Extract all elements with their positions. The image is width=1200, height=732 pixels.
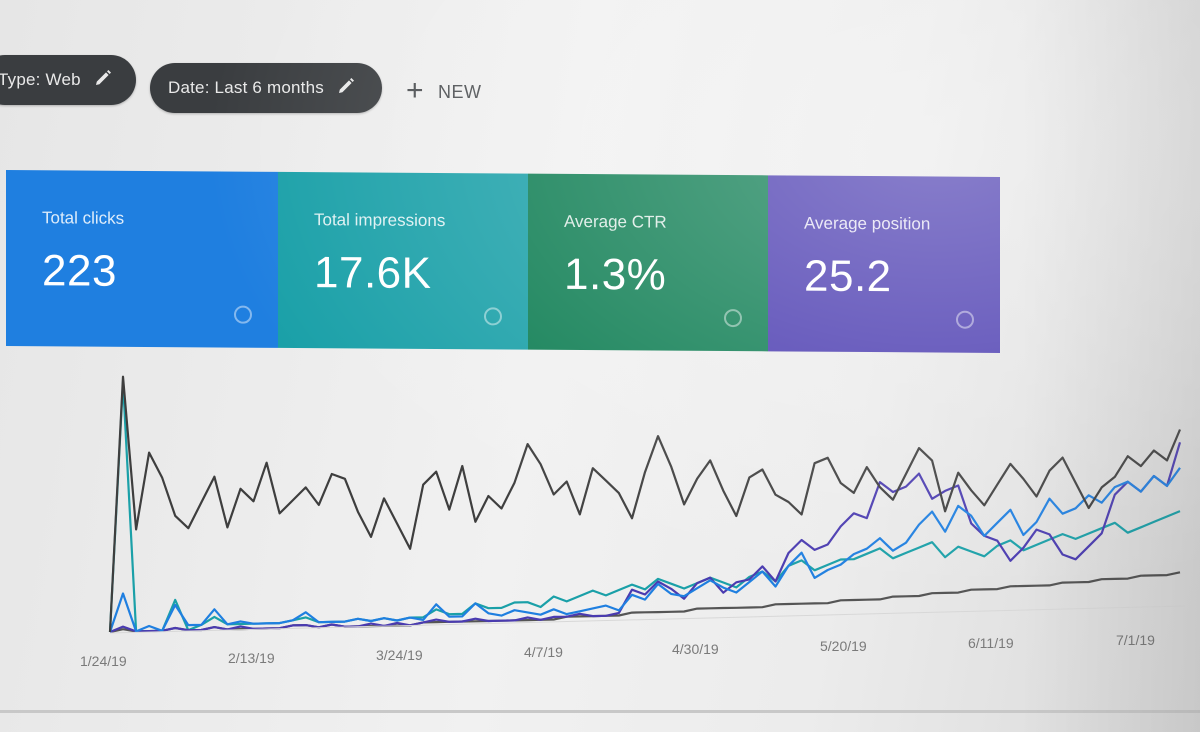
type-filter-label: Type: Web (0, 70, 81, 89)
x-tick-label: 6/11/19 (968, 635, 1014, 651)
edit-pencil-icon[interactable] (336, 76, 356, 101)
performance-line-chart[interactable]: 1/24/19 2/13/19 3/24/19 4/7/19 4/30/19 5/20/1… (0, 360, 1200, 680)
x-tick-label: 5/20/19 (820, 638, 867, 654)
help-icon[interactable] (724, 309, 742, 328)
x-tick-label: 3/24/19 (376, 647, 423, 663)
x-tick-labels: 1/24/19 2/13/19 3/24/19 4/7/19 4/30/19 5/20/1… (80, 632, 1155, 669)
x-tick-label: 4/7/19 (524, 644, 563, 660)
x-tick-label: 4/30/19 (672, 641, 719, 657)
series-line-0 (108, 375, 1182, 633)
new-filter-button[interactable]: + NEW (406, 74, 482, 110)
metric-card-total-clicks[interactable]: Total clicks 223 (6, 170, 278, 348)
help-icon[interactable] (956, 310, 974, 329)
date-filter-chip[interactable]: Date: Last 6 months (150, 63, 382, 113)
metric-value: 223 (42, 246, 117, 296)
metric-value: 1.3% (564, 249, 667, 300)
help-icon[interactable] (234, 305, 252, 324)
metric-label: Total clicks (42, 208, 125, 228)
metric-value: 17.6K (314, 248, 432, 298)
metric-label: Average position (804, 213, 931, 234)
type-filter-chip[interactable]: Type: Web (0, 55, 136, 105)
metric-card-average-ctr[interactable]: Average CTR 1.3% (528, 173, 768, 352)
metric-label: Total impressions (314, 210, 446, 231)
x-axis-line (109, 605, 1186, 634)
metric-card-total-impressions[interactable]: Total impressions 17.6K (278, 171, 528, 350)
series-line-2 (109, 441, 1182, 634)
series-line-1 (108, 467, 1181, 633)
metric-card-average-position[interactable]: Average position 25.2 (768, 175, 1000, 353)
x-tick-label: 7/1/19 (1116, 632, 1155, 648)
metric-label: Average CTR (564, 211, 667, 232)
help-icon[interactable] (484, 307, 502, 326)
plus-icon: + (406, 73, 425, 107)
divider (0, 710, 1200, 713)
metric-cards: Total clicks 223 Total impressions 17.6K… (6, 170, 1000, 353)
date-filter-label: Date: Last 6 months (168, 78, 324, 97)
edit-pencil-icon[interactable] (93, 68, 113, 93)
series-layer (108, 375, 1182, 634)
x-tick-label: 2/13/19 (228, 650, 275, 666)
x-tick-label: 1/24/19 (80, 653, 127, 669)
metric-value: 25.2 (804, 251, 892, 302)
new-filter-label: NEW (438, 81, 482, 102)
